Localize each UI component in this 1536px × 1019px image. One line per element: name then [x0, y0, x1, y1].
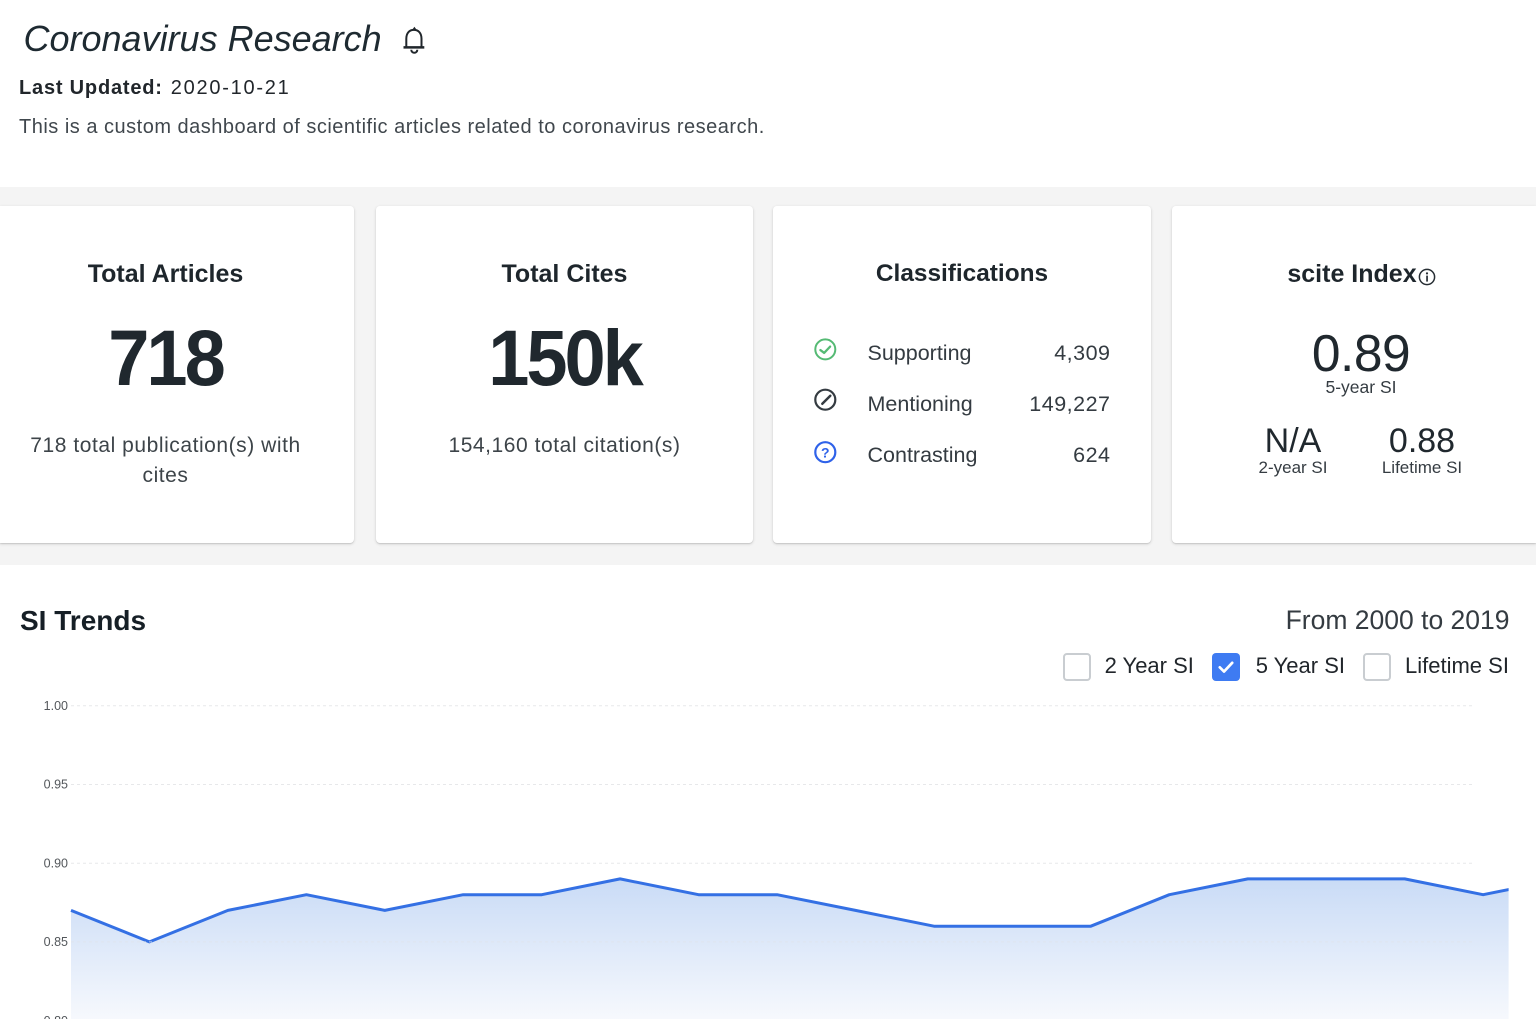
- svg-text:0.90: 0.90: [44, 856, 68, 870]
- svg-text:0.95: 0.95: [44, 778, 68, 792]
- svg-text:0.80: 0.80: [44, 1014, 68, 1019]
- svg-text:1.00: 1.00: [44, 699, 68, 713]
- svg-text:0.85: 0.85: [44, 935, 68, 949]
- svg-text:?: ?: [821, 444, 830, 460]
